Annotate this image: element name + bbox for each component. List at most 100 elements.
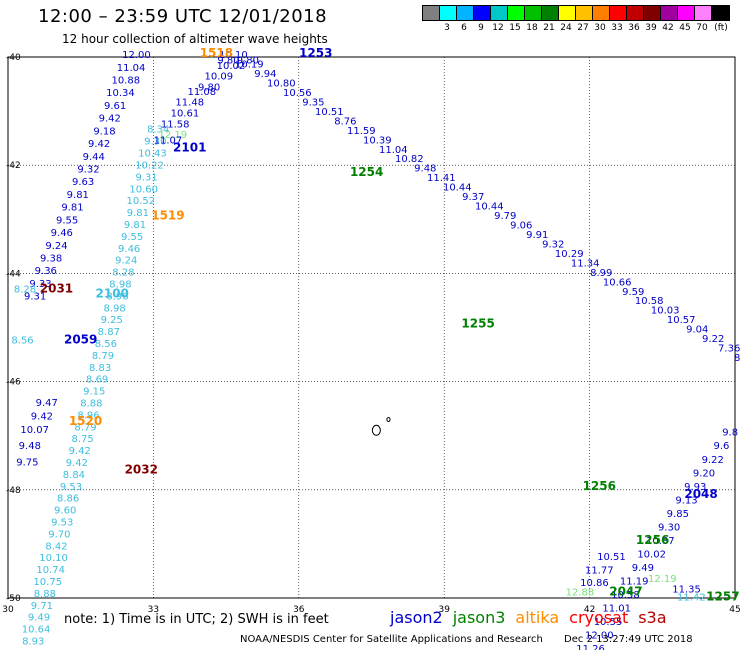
wave-height-value: 8.86	[57, 494, 79, 505]
satellite-s3a: s3a	[638, 608, 667, 627]
footer: NOAA/NESDIS Center for Satellite Applica…	[240, 634, 693, 645]
wave-height-value: 8.93	[22, 637, 44, 648]
y-tick-label: -48	[6, 486, 21, 496]
wave-height-value: 9.63	[72, 177, 94, 188]
pass-time-label: 1256	[636, 533, 669, 547]
wave-height-value: 11.42	[677, 593, 706, 604]
wave-height-value: 9.93	[684, 482, 706, 493]
wave-height-value: 10.44	[475, 202, 504, 213]
wave-height-value: 9.22	[702, 334, 724, 345]
legend-swatch	[423, 6, 440, 20]
wave-height-value: 11.77	[585, 566, 614, 577]
wave-height-value: 10.64	[22, 625, 51, 636]
wave-height-value: 10.56	[283, 88, 312, 99]
wave-height-value: 8.96	[106, 291, 128, 302]
wave-height-value: 10.39	[363, 135, 392, 146]
wave-height-value: 9.81	[61, 203, 83, 214]
legend-label: 15	[509, 23, 521, 33]
legend-swatch	[678, 6, 695, 20]
island-outline	[371, 424, 381, 436]
wave-height-value: 10.52	[126, 196, 155, 207]
x-tick-label: 33	[148, 605, 159, 615]
pass-time-label: 1256	[583, 479, 616, 493]
legend-color-bar	[422, 5, 730, 21]
wave-height-value: 11.59	[347, 126, 376, 137]
wave-height-value: 10.82	[395, 154, 424, 165]
pass-time-label: 1255	[461, 317, 494, 331]
legend-label: 3	[444, 23, 450, 33]
wave-height-value: 9.55	[56, 215, 78, 226]
satellite-altika: altika	[515, 608, 560, 627]
wave-height-value: 9.30	[144, 137, 166, 148]
wave-height-value: 11.26	[576, 644, 605, 650]
wave-height-value: 8.56	[11, 336, 33, 347]
wave-height-value: 8.98	[109, 279, 131, 290]
pass-time-label: 2032	[125, 463, 158, 477]
wave-height-value: 9.24	[45, 241, 67, 252]
pass-time-label: 2059	[64, 333, 97, 347]
legend-swatch	[440, 6, 457, 20]
wave-height-value: 9.32	[542, 239, 564, 250]
wave-height-value: 9.42	[99, 114, 121, 125]
y-tick-label: -50	[6, 594, 21, 604]
wave-height-value: 11.48	[175, 98, 204, 109]
wave-height-value: 9.75	[16, 457, 38, 468]
legend-swatch	[508, 6, 525, 20]
wave-height-value: 9.13	[675, 495, 697, 506]
wave-height-value: 10.80	[267, 78, 296, 89]
legend-swatch	[576, 6, 593, 20]
island-outline-small	[386, 416, 391, 422]
wave-height-value: 9.42	[69, 446, 91, 457]
wave-height-value: 9.22	[702, 455, 724, 466]
wave-height-value: 10.75	[33, 577, 62, 588]
wave-height-value: 8.98	[103, 303, 125, 314]
wave-height-value: 8.83	[89, 363, 111, 374]
legend-labels: 3 6 9 12 15 18 21 24 27 30 33 36 39 42 45 70 (ft)	[422, 21, 730, 35]
credit-text: NOAA/NESDIS Center for Satellite Applica…	[240, 634, 543, 645]
wave-height-value: 9.81	[124, 220, 146, 231]
wave-height-value: 10.74	[36, 565, 65, 576]
legend-swatch	[661, 6, 678, 20]
wave-height-value: 11.04	[379, 145, 408, 156]
wave-height-value: 9.6	[713, 441, 729, 452]
wave-height-value: 11.04	[117, 63, 146, 74]
wave-height-value: 9.61	[104, 101, 126, 112]
wave-height-value: 9.06	[510, 220, 532, 231]
wave-height-value: 11.41	[427, 173, 456, 184]
wave-height-value: 12.19	[158, 130, 187, 141]
legend-label: 9	[478, 23, 484, 33]
map-title: 12:00 – 23:59 UTC 12/01/2018	[38, 6, 328, 27]
wave-height-value: 9.94	[254, 69, 276, 80]
legend-unit: (ft)	[714, 23, 728, 33]
wave-height-value: 8.28	[112, 268, 134, 279]
y-tick-label: -46	[6, 378, 21, 388]
wave-height-value: 9.8	[722, 428, 738, 439]
wave-height-value: 10.34	[106, 88, 135, 99]
wave-height-value: 9.46	[51, 228, 73, 239]
wave-height-value: 7.36	[718, 344, 740, 355]
legend-label: 27	[577, 23, 589, 33]
wave-height-value: 10.02	[217, 61, 246, 72]
wave-height-value: 9.80	[237, 55, 259, 66]
legend-swatch	[627, 6, 644, 20]
wave-height-value: 8.79	[92, 351, 114, 362]
wave-height-value: 10.19	[235, 60, 264, 71]
wave-height-value: 8.75	[72, 434, 94, 445]
wave-height-value: 8.84	[63, 470, 85, 481]
wave-height-value: 10.44	[443, 183, 472, 194]
wave-height-value: 10.66	[603, 277, 632, 288]
wave-height-value: 9.53	[51, 518, 73, 529]
wave-height-value: 9.60	[54, 506, 76, 517]
wave-height-value: 9.55	[121, 232, 143, 243]
legend-label: 12	[492, 23, 504, 33]
wave-height-value: 9.59	[622, 287, 644, 298]
y-tick-label: -40	[6, 53, 21, 63]
wave-height-value: 8.87	[98, 327, 120, 338]
wave-height-value: 9.79	[494, 211, 516, 222]
pass-time-label: 1254	[350, 165, 383, 179]
wave-height-value: 10.58	[611, 590, 640, 601]
wave-height-value: 9.24	[115, 256, 137, 267]
wave-height-value: 8.79	[74, 422, 96, 433]
wave-height-value: 9.33	[29, 279, 51, 290]
wave-height-value: 9.53	[60, 482, 82, 493]
